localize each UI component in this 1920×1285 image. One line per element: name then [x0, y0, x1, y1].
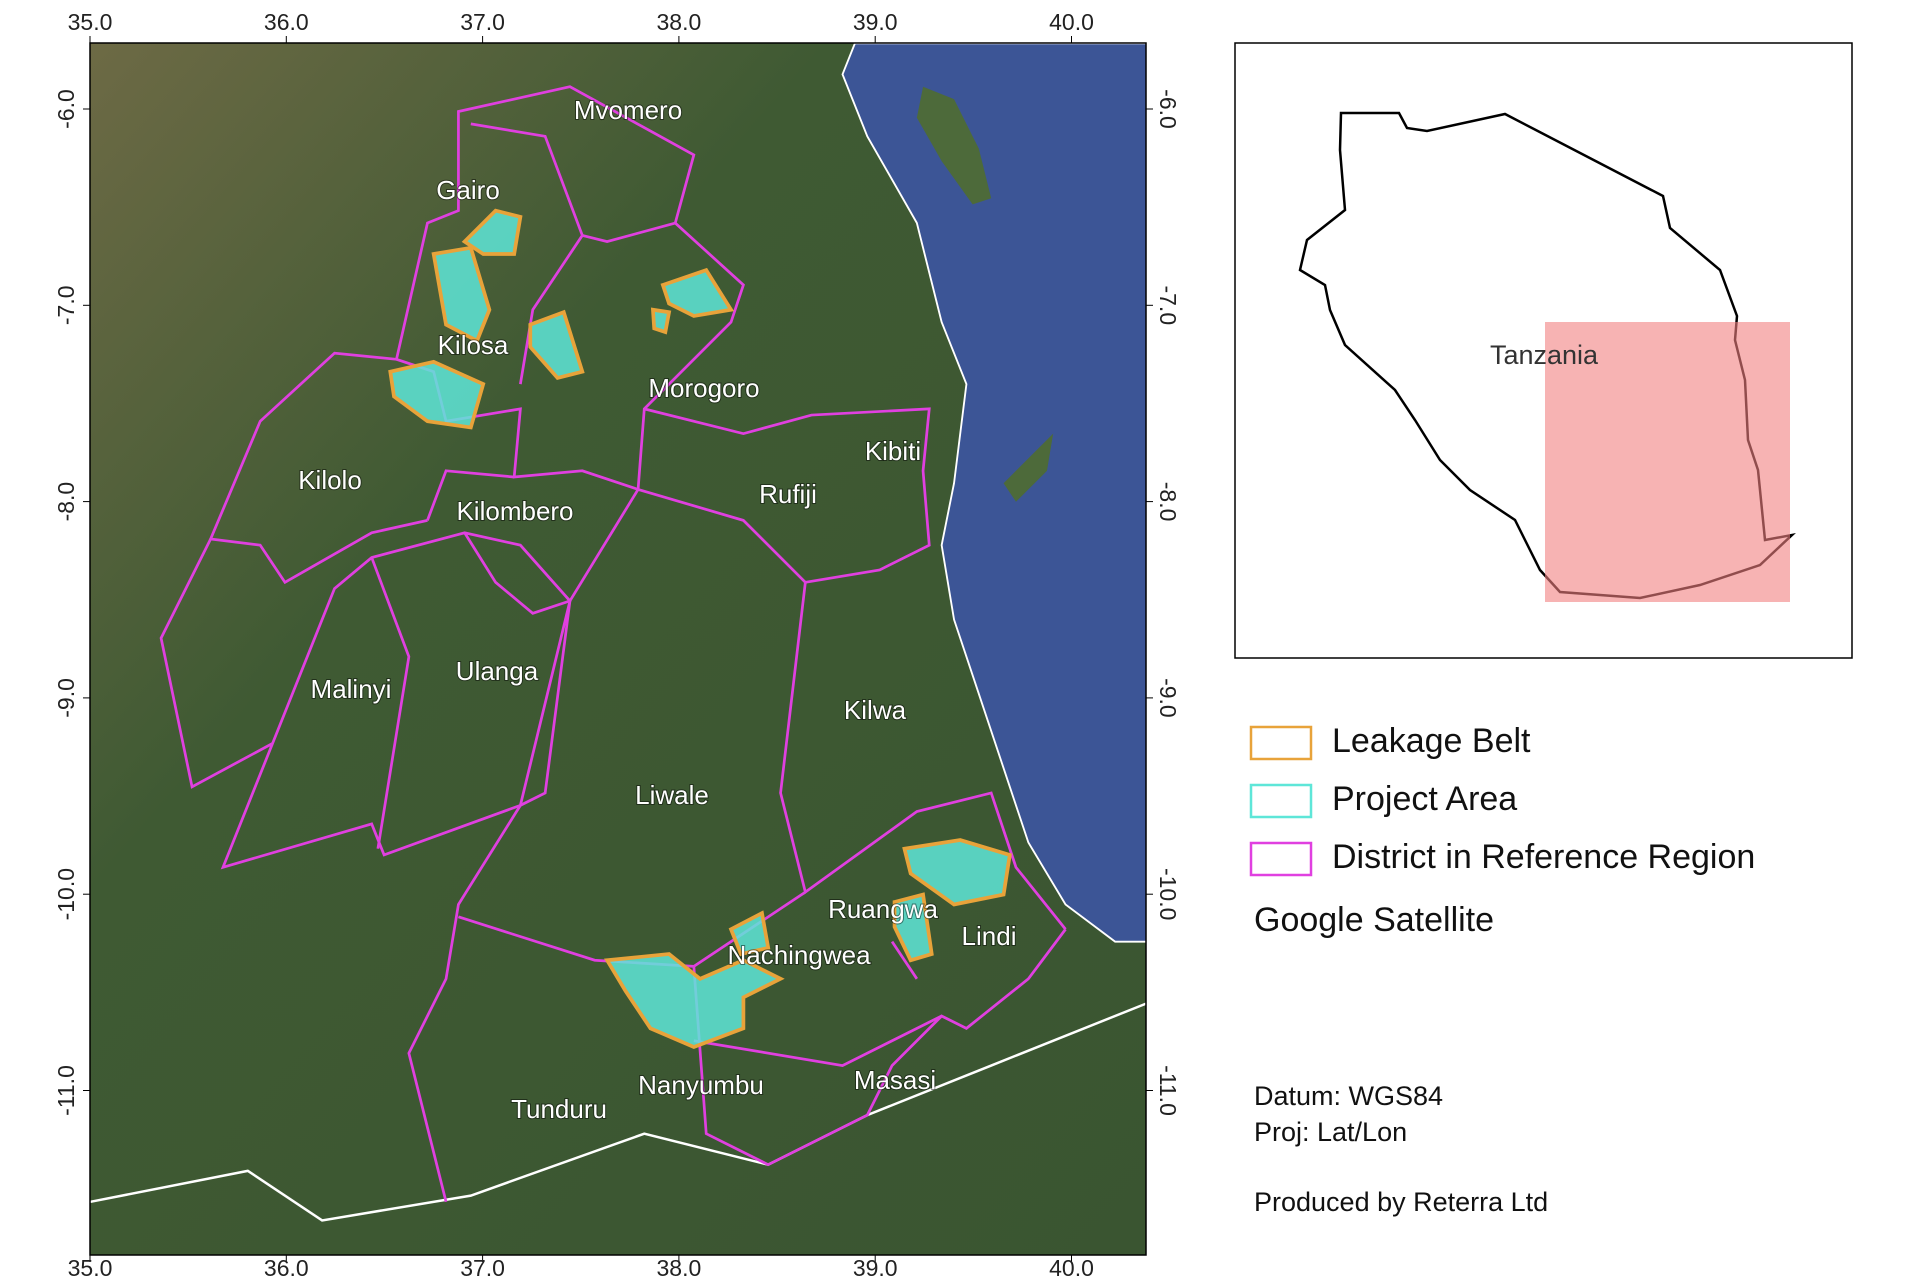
y-tick-label: -7.0 — [53, 285, 79, 325]
y-tick-label: -11.0 — [53, 1065, 79, 1116]
district-label: Malinyi — [311, 674, 392, 704]
district-label: Gairo — [436, 175, 500, 205]
district-label: Kibiti — [865, 436, 921, 466]
district-label: Kilolo — [298, 465, 362, 495]
district-label: Masasi — [854, 1065, 936, 1095]
x-tick-label: 37.0 — [460, 1255, 505, 1280]
x-tick-label: 38.0 — [657, 9, 702, 35]
district-label: Nachingwea — [727, 940, 871, 970]
note: Proj: Lat/Lon — [1254, 1117, 1407, 1147]
y-tick-label: -6.0 — [53, 89, 79, 129]
x-tick-label: 39.0 — [853, 1255, 898, 1280]
extent-box — [1545, 322, 1790, 602]
x-tick-label: 38.0 — [657, 1255, 702, 1280]
x-tick-label: 40.0 — [1049, 1255, 1094, 1280]
y-tick-label: -11.0 — [1155, 1065, 1181, 1116]
project-areas — [388, 208, 1012, 1049]
y-tick-label: -8.0 — [53, 482, 79, 522]
axes: 35.0 35.0 36.0 36.0 37.0 37.0 38.0 38.0 39.0 39.0… — [53, 9, 1181, 1281]
border — [90, 1002, 1146, 1222]
note: Datum: WGS84 — [1254, 1081, 1443, 1111]
note: Produced by Reterra Ltd — [1254, 1187, 1548, 1217]
district-label: Lindi — [962, 921, 1017, 951]
district-label: Nanyumbu — [638, 1070, 764, 1100]
district-label: Ruangwa — [828, 894, 938, 924]
legend-label: Leakage Belt — [1332, 722, 1531, 760]
map-frame — [89, 42, 1147, 1256]
y-tick-label: -7.0 — [1155, 285, 1181, 325]
district-label: Mvomero — [574, 95, 682, 125]
district-label: Kilosa — [438, 330, 509, 360]
inset-label: Tanzania — [1490, 340, 1599, 370]
legend: Leakage Belt Project Area District in Refe… — [1249, 722, 1755, 877]
x-tick-label: 40.0 — [1049, 9, 1094, 35]
y-tick-label: -10.0 — [53, 868, 79, 920]
inset-map: Tanzania — [1234, 42, 1853, 659]
x-tick-label: 37.0 — [460, 9, 505, 35]
district-boundaries — [159, 85, 1067, 1203]
district-label: Ulanga — [456, 656, 539, 686]
basemap-label: Google Satellite — [1254, 901, 1494, 939]
district-label: Kilwa — [844, 695, 907, 725]
y-tick-label: -9.0 — [53, 678, 79, 718]
district-labels: Mvomero Gairo Kilosa Morogoro Kibiti Kil… — [297, 94, 1017, 1125]
y-tick-label: -6.0 — [1155, 89, 1181, 129]
legend-label: Project Area — [1332, 780, 1517, 818]
x-tick-label: 36.0 — [264, 1255, 309, 1280]
x-tick-label: 39.0 — [853, 9, 898, 35]
district-label: Liwale — [635, 780, 709, 810]
legend-swatch — [1249, 841, 1313, 877]
x-tick-label: 36.0 — [264, 9, 309, 35]
x-tick-label: 35.0 — [68, 1255, 113, 1280]
y-tick-label: -9.0 — [1155, 678, 1181, 718]
island — [916, 86, 992, 205]
y-tick-label: -10.0 — [1155, 868, 1181, 920]
legend-swatch — [1249, 725, 1313, 761]
district-label: Kilombero — [456, 496, 573, 526]
legend-swatch — [1249, 783, 1313, 819]
basemap — [90, 43, 1146, 1255]
x-tick-label: 35.0 — [68, 9, 113, 35]
district-label: Tunduru — [511, 1094, 607, 1124]
district-label: Rufiji — [759, 479, 817, 509]
island — [1003, 433, 1054, 502]
y-tick-label: -8.0 — [1155, 482, 1181, 522]
district-label: Morogoro — [648, 373, 759, 403]
legend-label: District in Reference Region — [1332, 838, 1755, 876]
ocean — [841, 43, 1146, 943]
